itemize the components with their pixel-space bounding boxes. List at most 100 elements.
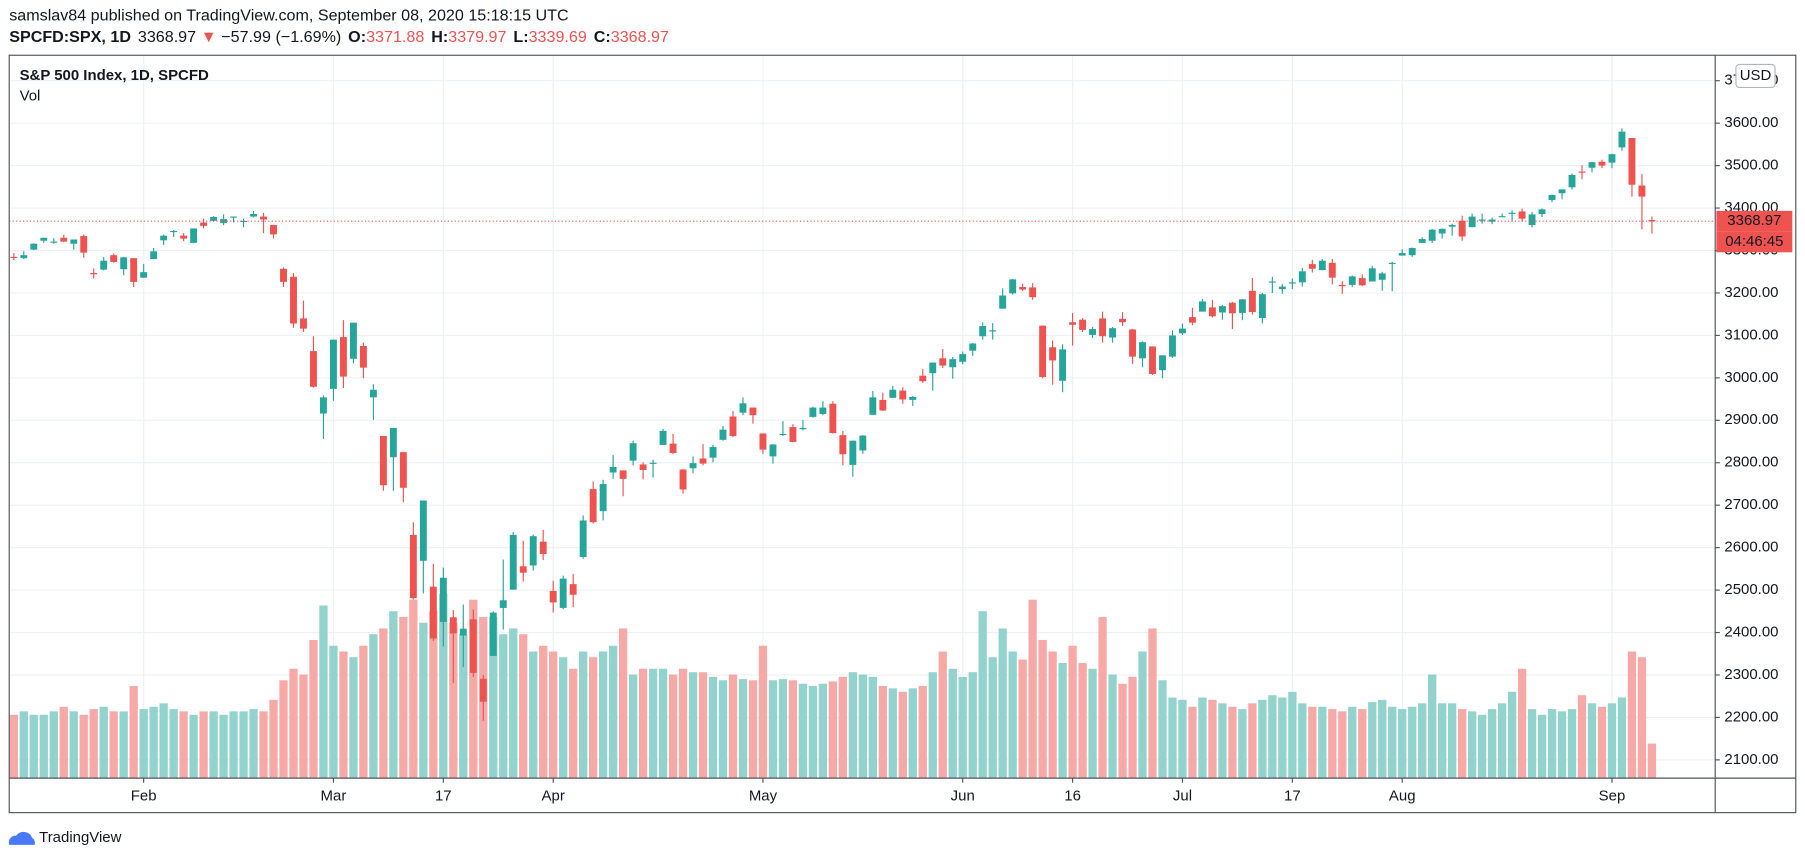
volume-bar: [1338, 711, 1347, 779]
volume-bar: [1128, 676, 1137, 779]
volume-bar: [1168, 697, 1177, 779]
volume-bar: [958, 676, 967, 779]
volume-bar: [948, 668, 957, 779]
ohlc-label: L:: [513, 28, 528, 46]
volume-bar: [1418, 703, 1427, 779]
volume-bar: [778, 679, 788, 779]
candle-body: [449, 617, 457, 634]
candle-body: [1578, 171, 1586, 173]
candle-body: [819, 407, 827, 414]
candle-body: [959, 354, 967, 362]
candle-body: [170, 230, 178, 233]
volume-bar: [978, 611, 987, 779]
candle-body: [1328, 262, 1336, 278]
volume-bar: [998, 628, 1007, 779]
brand-logo: [8, 831, 35, 845]
candle-body: [1318, 260, 1326, 271]
candle-body: [1338, 284, 1346, 287]
currency-button[interactable]: [1735, 63, 1776, 89]
candle-body: [699, 458, 707, 464]
candle-body: [160, 235, 168, 241]
candle-body: [329, 339, 337, 389]
candle-body: [30, 243, 38, 250]
volume-bar: [1597, 706, 1607, 779]
candle-body: [919, 375, 927, 382]
candle-body: [1548, 194, 1556, 200]
candle-body: [1139, 342, 1146, 359]
candle-body: [1518, 211, 1526, 219]
candle-body: [210, 216, 218, 221]
x-tick-label: Aug: [1389, 787, 1416, 804]
volume-bar: [1617, 697, 1627, 779]
y-tick-label: 3200.00: [1724, 284, 1778, 301]
volume-bar: [1497, 703, 1507, 779]
candle-body: [759, 433, 767, 450]
ohlc-value: 3379.97: [448, 28, 506, 46]
volume-bar: [678, 668, 688, 779]
frame: [8, 54, 1797, 814]
candle-body: [180, 235, 188, 239]
candle-body: [609, 466, 617, 473]
candle-body: [1538, 209, 1546, 215]
candle-body: [599, 483, 607, 512]
x-tick-label: Sep: [1599, 787, 1626, 804]
candle-body: [889, 389, 897, 398]
y-tick-label: 2800.00: [1724, 454, 1778, 471]
volume-bar: [89, 709, 98, 779]
candle-body: [1069, 322, 1077, 325]
candle-body: [1438, 228, 1446, 234]
candle-body: [10, 256, 18, 259]
x-tick-label: 16: [1064, 787, 1081, 804]
volume-bar: [1038, 639, 1047, 779]
volume-bar: [838, 676, 848, 779]
volume-bar: [169, 709, 178, 779]
volume-bar: [968, 672, 977, 779]
candle-body: [110, 255, 118, 262]
ohlc-value: 3368.97: [611, 28, 669, 46]
candle-body: [140, 272, 148, 278]
volume-bar: [369, 634, 378, 779]
candle-body: [1508, 212, 1516, 214]
x-tick-label: Feb: [131, 787, 157, 804]
volume-bar: [598, 651, 608, 779]
volume-bar: [219, 714, 228, 779]
candle-body: [899, 390, 907, 400]
candle-body: [1039, 325, 1047, 377]
candle-body: [1159, 355, 1166, 371]
volume-bar: [1068, 645, 1077, 779]
candle-body: [1378, 273, 1386, 280]
volume-bar: [1078, 663, 1087, 779]
candle-body: [1119, 318, 1126, 323]
volume-bar: [1547, 709, 1557, 779]
candle-body: [729, 416, 737, 437]
candle-body: [1478, 219, 1486, 221]
y-tick-label: 2700.00: [1724, 496, 1778, 513]
volume-bar: [1108, 674, 1117, 779]
volume-bar: [459, 634, 468, 779]
y-tick-label: 3500.00: [1724, 157, 1778, 174]
volume-bar: [1048, 651, 1057, 779]
candle-body: [349, 322, 357, 359]
candle-body: [1458, 220, 1466, 237]
plot: 2100.00 2200.00 2300.00 2400.00 2500.00 2600.…: [9, 55, 1793, 804]
candle-body: [240, 220, 248, 222]
candle-body: [639, 464, 647, 470]
currency[interactable]: USD: [1740, 67, 1772, 84]
volume-bar: [1348, 706, 1357, 779]
volume-legend: Vol: [20, 88, 41, 105]
candle-body: [1368, 268, 1376, 282]
candle-body: [300, 318, 307, 329]
candle-body: [719, 429, 727, 440]
volume-bar: [1028, 599, 1037, 779]
volume-bar: [1477, 714, 1487, 779]
volume-bar: [1058, 663, 1067, 779]
candle-body: [769, 444, 777, 457]
candle-body: [280, 268, 287, 282]
volume-bar: [1008, 651, 1017, 779]
candle-body: [429, 586, 437, 639]
candle-body: [190, 228, 198, 243]
candle-body: [1348, 276, 1356, 285]
volume-bar: [808, 686, 818, 779]
candle-body: [539, 541, 547, 555]
volume-bar: [1507, 691, 1517, 779]
